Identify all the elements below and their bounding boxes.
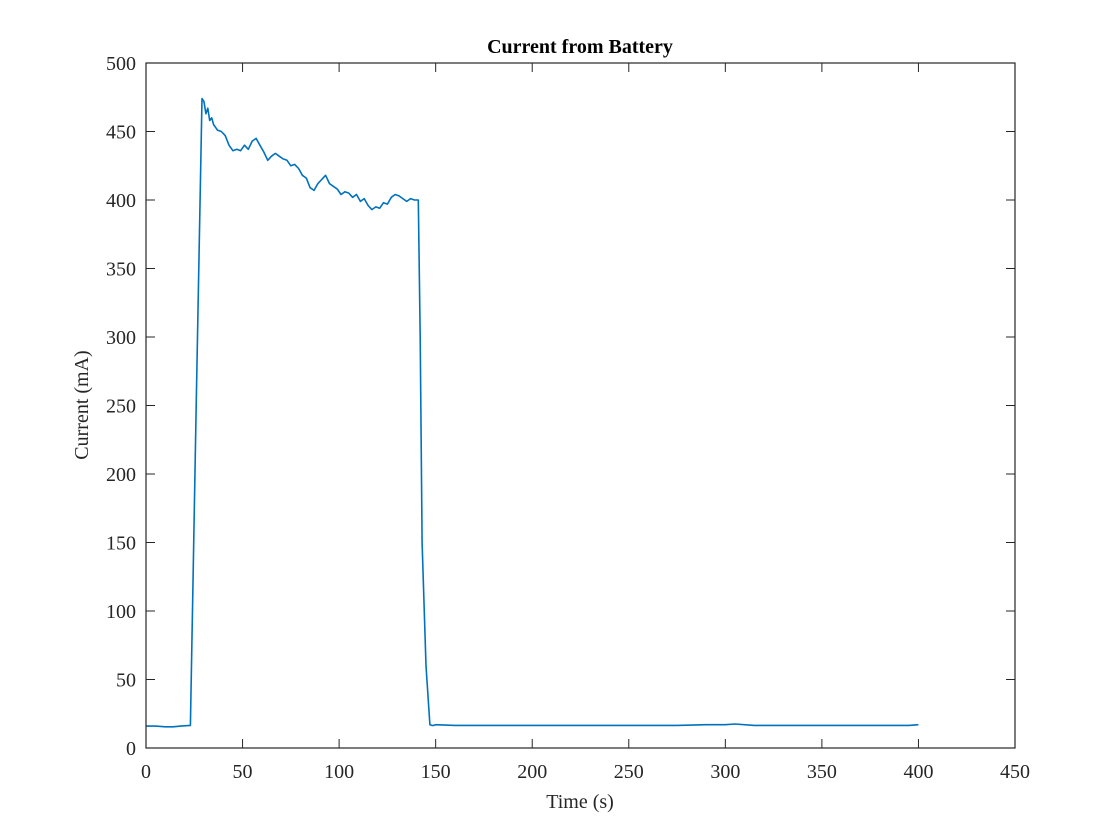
- chart-title: Current from Battery: [487, 36, 673, 58]
- y-tick-label: 300: [106, 327, 136, 349]
- y-axis-label: Current (mA): [71, 350, 93, 459]
- x-tick-label: 100: [324, 761, 354, 783]
- y-tick-label: 0: [126, 738, 136, 760]
- x-tick-label: 50: [233, 761, 253, 783]
- y-tick-label: 100: [106, 601, 136, 623]
- x-tick-label: 200: [517, 761, 547, 783]
- y-tick-label: 250: [106, 396, 136, 418]
- y-tick-label: 50: [116, 670, 136, 692]
- x-tick-label: 300: [710, 761, 740, 783]
- x-tick-label: 150: [421, 761, 451, 783]
- y-tick-label: 500: [106, 53, 136, 75]
- axes-box: [145, 62, 1016, 749]
- axis-ticks: 0 50 100 150 200 250 300 350 400 450 0 50 100 150 200 2…: [106, 53, 1030, 783]
- y-tick-label: 450: [106, 122, 136, 144]
- x-tick-label: 400: [903, 761, 933, 783]
- y-tick-label: 400: [106, 190, 136, 212]
- x-axis-label: Time (s): [546, 791, 614, 813]
- y-tick-label: 350: [106, 259, 136, 281]
- y-tick-label: 200: [106, 464, 136, 486]
- x-tick-label: 250: [614, 761, 644, 783]
- x-tick-label: 450: [1000, 761, 1030, 783]
- series-line: [146, 97, 919, 728]
- plot-area: [146, 97, 919, 728]
- x-tick-label: 0: [141, 761, 151, 783]
- y-tick-label: 150: [106, 533, 136, 555]
- x-tick-label: 350: [807, 761, 837, 783]
